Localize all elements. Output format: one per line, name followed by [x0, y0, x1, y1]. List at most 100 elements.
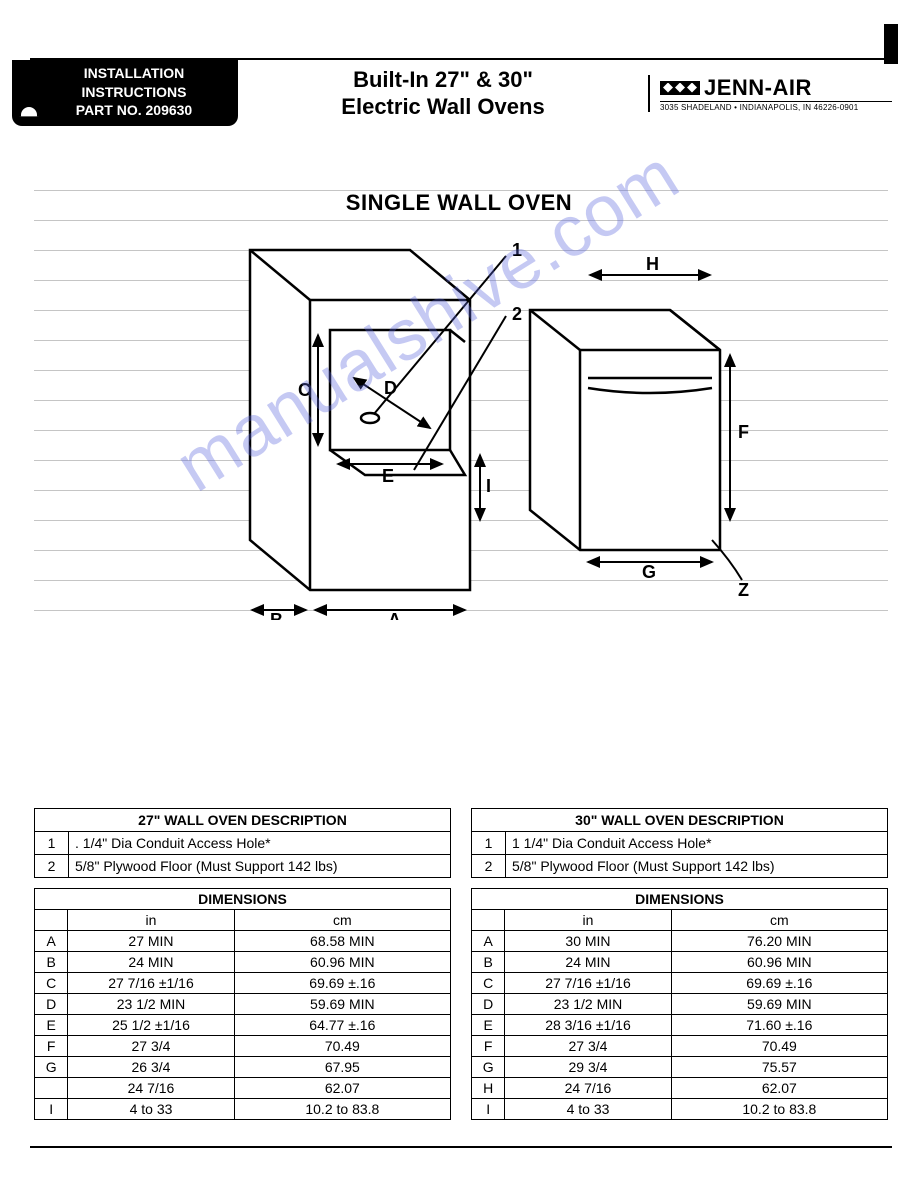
dim-row-cm: 70.49 [671, 1036, 887, 1057]
dim-row-letter: A [472, 931, 505, 952]
dim-row-in: 24 7/16 [68, 1078, 234, 1099]
dim-head-cm-30: cm [671, 910, 887, 931]
dim-label-e: E [382, 466, 394, 486]
dim-row-in: 28 3/16 ±1/16 [505, 1015, 671, 1036]
desc-row-text: . 1/4" Dia Conduit Access Hole* [69, 832, 451, 855]
dim-label-i: I [486, 476, 491, 496]
tables-area: 27" WALL OVEN DESCRIPTION 1. 1/4" Dia Co… [34, 808, 888, 1130]
dim-label-h: H [646, 254, 659, 274]
dim-row-cm: 59.69 MIN [234, 994, 450, 1015]
tab-line-3: PART NO. 209630 [46, 101, 222, 120]
dim-row-in: 4 to 33 [505, 1099, 671, 1120]
brand-logo: JENN-AIR [660, 75, 892, 101]
desc-row-num: 1 [35, 832, 69, 855]
dim-row-in: 4 to 33 [68, 1099, 234, 1120]
callout-1: 1 [512, 240, 522, 260]
dim-row-in: 23 1/2 MIN [505, 994, 671, 1015]
dim-row-cm: 62.07 [671, 1078, 887, 1099]
dim-row-cm: 76.20 MIN [671, 931, 887, 952]
dim-head-in-27: in [68, 910, 234, 931]
desc-row-text: 5/8" Plywood Floor (Must Support 142 lbs… [506, 855, 888, 878]
dim-row-in: 30 MIN [505, 931, 671, 952]
dim-row-cm: 69.69 ±.16 [671, 973, 887, 994]
desc-row-text: 5/8" Plywood Floor (Must Support 142 lbs… [69, 855, 451, 878]
dim-table-27: DIMENSIONS in cm A27 MIN68.58 MIN B24 MIN… [34, 888, 451, 1120]
dim-label-g: G [642, 562, 656, 582]
desc-row-num: 2 [472, 855, 506, 878]
desc-table-27: 27" WALL OVEN DESCRIPTION 1. 1/4" Dia Co… [34, 808, 451, 878]
dim-row-letter: I [35, 1099, 68, 1120]
dim-row-in: 23 1/2 MIN [68, 994, 234, 1015]
dim-row-in: 27 7/16 ±1/16 [505, 973, 671, 994]
dim-row-cm: 75.57 [671, 1057, 887, 1078]
dim-title-30: DIMENSIONS [472, 889, 888, 910]
title-line-1: Built-In 27" & 30" [238, 66, 648, 94]
desc-row-num: 2 [35, 855, 69, 878]
dim-row-in: 29 3/4 [505, 1057, 671, 1078]
dim-row-letter: B [35, 952, 68, 973]
dim-row-letter: F [35, 1036, 68, 1057]
dim-row-in: 27 3/4 [505, 1036, 671, 1057]
tab-line-2: INSTRUCTIONS [46, 83, 222, 102]
installation-tab: INSTALLATION INSTRUCTIONS PART NO. 20963… [12, 60, 238, 127]
dim-row-letter: B [472, 952, 505, 973]
tab-line-1: INSTALLATION [46, 64, 222, 83]
dim-row-letter: H [472, 1078, 505, 1099]
dim-row-cm: 67.95 [234, 1057, 450, 1078]
section-title: SINGLE WALL OVEN [0, 190, 918, 216]
dim-row-in: 26 3/4 [68, 1057, 234, 1078]
table-column-30: 30" WALL OVEN DESCRIPTION 11 1/4" Dia Co… [471, 808, 888, 1130]
binder-hole-icon [18, 104, 40, 126]
dim-row-cm: 69.69 ±.16 [234, 973, 450, 994]
desc-table-30: 30" WALL OVEN DESCRIPTION 11 1/4" Dia Co… [471, 808, 888, 878]
dim-row-in: 24 7/16 [505, 1078, 671, 1099]
dim-row-in: 27 MIN [68, 931, 234, 952]
desc-row-text: 1 1/4" Dia Conduit Access Hole* [506, 832, 888, 855]
desc-title-27: 27" WALL OVEN DESCRIPTION [35, 809, 451, 832]
dim-row-in: 25 1/2 ±1/16 [68, 1015, 234, 1036]
table-column-27: 27" WALL OVEN DESCRIPTION 1. 1/4" Dia Co… [34, 808, 451, 1130]
dim-row-cm: 59.69 MIN [671, 994, 887, 1015]
dim-row-cm: 10.2 to 83.8 [671, 1099, 887, 1120]
dim-row-letter: A [35, 931, 68, 952]
dim-row-letter: E [472, 1015, 505, 1036]
dim-blank-head [35, 910, 68, 931]
dim-label-f: F [738, 422, 749, 442]
dim-row-letter [35, 1078, 68, 1099]
desc-title-30: 30" WALL OVEN DESCRIPTION [472, 809, 888, 832]
dim-head-in-30: in [505, 910, 671, 931]
page-title: Built-In 27" & 30" Electric Wall Ovens [238, 66, 648, 121]
callout-2: 2 [512, 304, 522, 324]
dim-row-cm: 64.77 ±.16 [234, 1015, 450, 1036]
oven-diagram: A B C D E F G H I Z 1 2 [210, 220, 750, 620]
dim-title-27: DIMENSIONS [35, 889, 451, 910]
dim-row-cm: 10.2 to 83.8 [234, 1099, 450, 1120]
dim-table-30: DIMENSIONS in cm A30 MIN76.20 MIN B24 MIN… [471, 888, 888, 1120]
brand-address: 3035 SHADELAND • INDIANAPOLIS, IN 46226-… [660, 101, 892, 112]
dim-row-letter: C [472, 973, 505, 994]
dim-label-d: D [384, 378, 397, 398]
dim-head-cm-27: cm [234, 910, 450, 931]
dim-row-letter: G [472, 1057, 505, 1078]
dim-row-letter: F [472, 1036, 505, 1057]
title-line-2: Electric Wall Ovens [238, 93, 648, 121]
dim-row-in: 24 MIN [505, 952, 671, 973]
dim-row-cm: 68.58 MIN [234, 931, 450, 952]
dim-row-in: 27 3/4 [68, 1036, 234, 1057]
header-row: INSTALLATION INSTRUCTIONS PART NO. 20963… [30, 58, 892, 128]
dim-row-in: 24 MIN [68, 952, 234, 973]
dim-row-letter: E [35, 1015, 68, 1036]
dim-label-c: C [298, 380, 311, 400]
dim-label-a: A [388, 610, 401, 620]
dim-row-in: 27 7/16 ±1/16 [68, 973, 234, 994]
dim-row-cm: 70.49 [234, 1036, 450, 1057]
dim-row-letter: D [472, 994, 505, 1015]
dim-row-letter: G [35, 1057, 68, 1078]
brand-name: JENN-AIR [704, 75, 812, 101]
dim-label-z: Z [738, 580, 749, 600]
dim-blank-head [472, 910, 505, 931]
brand-logo-icon [660, 81, 700, 95]
dim-row-letter: I [472, 1099, 505, 1120]
dim-row-cm: 60.96 MIN [234, 952, 450, 973]
desc-row-num: 1 [472, 832, 506, 855]
